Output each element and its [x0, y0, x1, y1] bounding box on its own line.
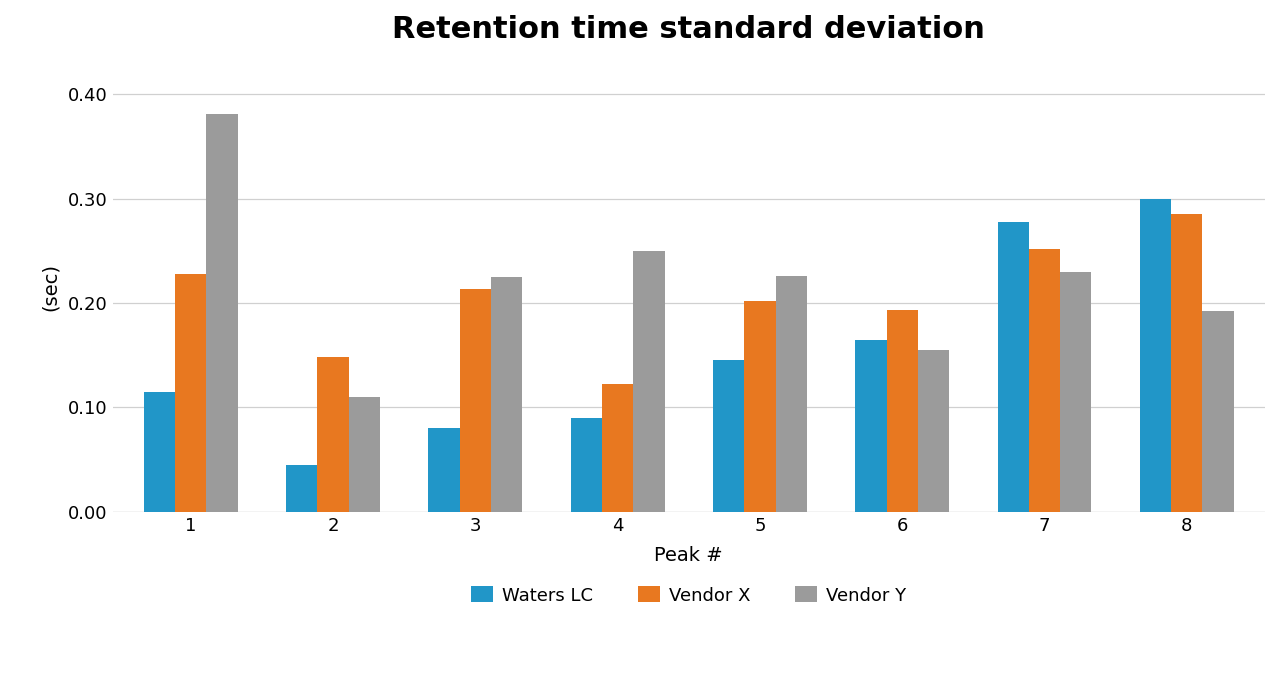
Bar: [317, 358, 348, 512]
Bar: [571, 418, 602, 512]
Bar: [143, 392, 175, 512]
Bar: [997, 222, 1029, 512]
Title: Retention time standard deviation: Retention time standard deviation: [393, 15, 986, 44]
Bar: [348, 397, 380, 512]
Bar: [855, 340, 887, 512]
Legend: Waters LC, Vendor X, Vendor Y: Waters LC, Vendor X, Vendor Y: [465, 579, 914, 612]
Bar: [602, 384, 634, 512]
Bar: [887, 310, 918, 512]
Bar: [713, 360, 744, 512]
Bar: [1202, 312, 1234, 512]
Bar: [206, 114, 238, 512]
Bar: [1060, 272, 1092, 512]
X-axis label: Peak #: Peak #: [654, 546, 723, 564]
Bar: [918, 350, 950, 512]
Bar: [1171, 214, 1202, 512]
Bar: [744, 301, 776, 512]
Bar: [634, 251, 664, 512]
Bar: [460, 290, 492, 512]
Bar: [1139, 199, 1171, 512]
Bar: [429, 428, 460, 512]
Bar: [1029, 249, 1060, 512]
Bar: [776, 276, 806, 512]
Bar: [175, 274, 206, 512]
Bar: [287, 465, 317, 512]
Y-axis label: (sec): (sec): [41, 263, 60, 312]
Bar: [492, 277, 522, 512]
